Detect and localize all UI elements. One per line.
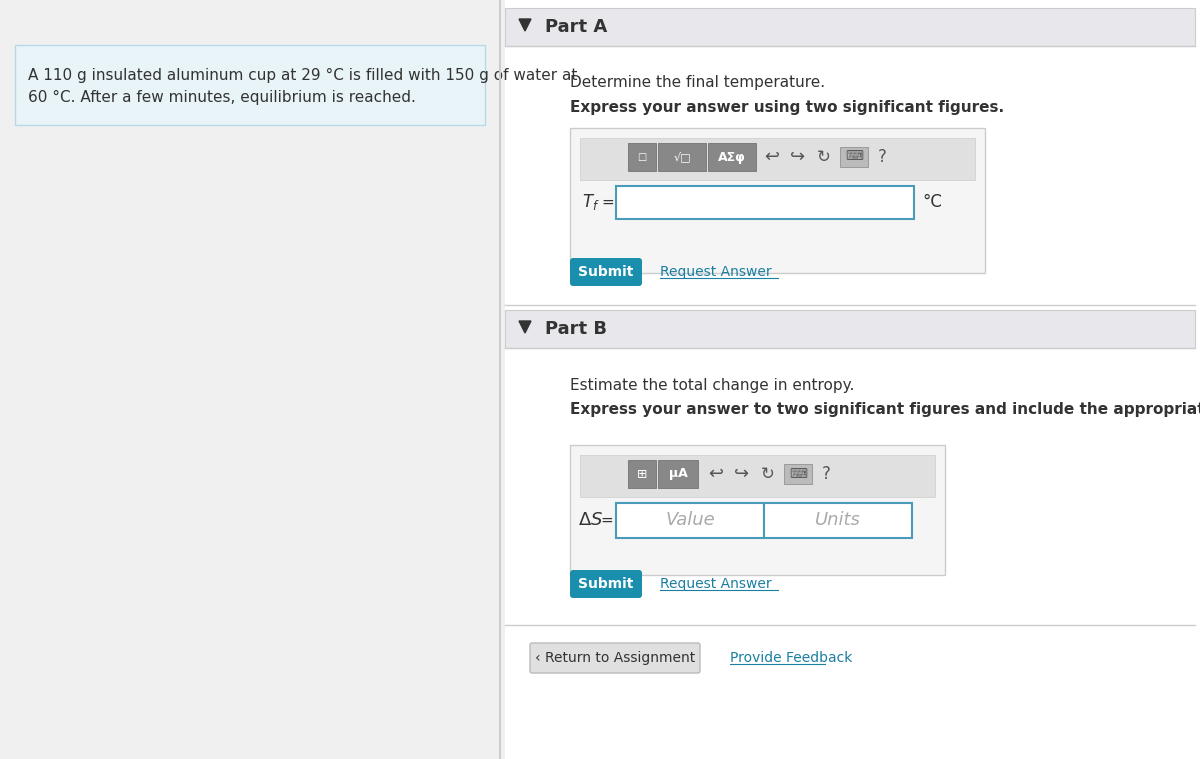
Polygon shape [520,321,530,333]
Text: Part B: Part B [545,320,607,338]
Bar [628,460,656,488]
Text: $\Delta S$: $\Delta S$ [578,511,604,529]
Text: ↻: ↻ [817,148,830,166]
Bar [616,503,764,538]
Text: ↩: ↩ [764,148,780,166]
Text: Estimate the total change in entropy.: Estimate the total change in entropy. [570,378,854,393]
Bar [570,445,946,575]
Bar [658,143,706,171]
Text: √□: √□ [673,152,691,162]
Text: A 110 g insulated aluminum cup at 29 °C is filled with 150 g of water at: A 110 g insulated aluminum cup at 29 °C … [28,68,577,83]
Text: Submit: Submit [578,577,634,591]
Text: Units: Units [815,511,860,529]
Text: Request Answer: Request Answer [660,265,772,279]
Text: $T_f$: $T_f$ [582,192,600,212]
Bar [764,503,912,538]
Text: ⌨: ⌨ [845,150,863,163]
Text: Value: Value [665,511,715,529]
Text: Express your answer using two significant figures.: Express your answer using two significan… [570,100,1004,115]
Text: =: = [600,512,613,528]
Bar [14,45,485,125]
Text: ↪: ↪ [791,148,805,166]
Bar [505,0,1200,759]
Text: Express your answer to two significant figures and include the appropriate units: Express your answer to two significant f… [570,402,1200,417]
Text: Part A: Part A [545,18,607,36]
Bar [505,8,1195,46]
FancyBboxPatch shape [570,570,642,598]
Text: μA: μA [668,468,688,480]
Text: Determine the final temperature.: Determine the final temperature. [570,75,826,90]
Text: ⊞: ⊞ [637,468,647,480]
Bar [840,147,868,167]
FancyBboxPatch shape [530,643,700,673]
Bar [570,128,985,273]
Text: °C: °C [922,193,942,211]
Text: ?: ? [877,148,887,166]
Bar [580,455,935,497]
Text: □: □ [637,152,647,162]
Bar [616,186,914,219]
Text: ↻: ↻ [761,465,775,483]
Bar [658,460,698,488]
Text: 60 °C. After a few minutes, equilibrium is reached.: 60 °C. After a few minutes, equilibrium … [28,90,416,105]
Text: Submit: Submit [578,265,634,279]
Text: ⌨: ⌨ [790,468,808,480]
Text: ‹ Return to Assignment: ‹ Return to Assignment [535,651,695,665]
Text: AΣφ: AΣφ [718,150,746,163]
Polygon shape [520,19,530,31]
Text: ?: ? [822,465,830,483]
Text: ↩: ↩ [708,465,724,483]
Bar [580,138,974,180]
Bar [505,310,1195,348]
FancyBboxPatch shape [570,258,642,286]
Bar [784,464,812,484]
Text: Request Answer: Request Answer [660,577,772,591]
Bar [708,143,756,171]
Bar [628,143,656,171]
Text: =: = [601,194,613,209]
Text: Provide Feedback: Provide Feedback [730,651,852,665]
Text: ↪: ↪ [734,465,750,483]
